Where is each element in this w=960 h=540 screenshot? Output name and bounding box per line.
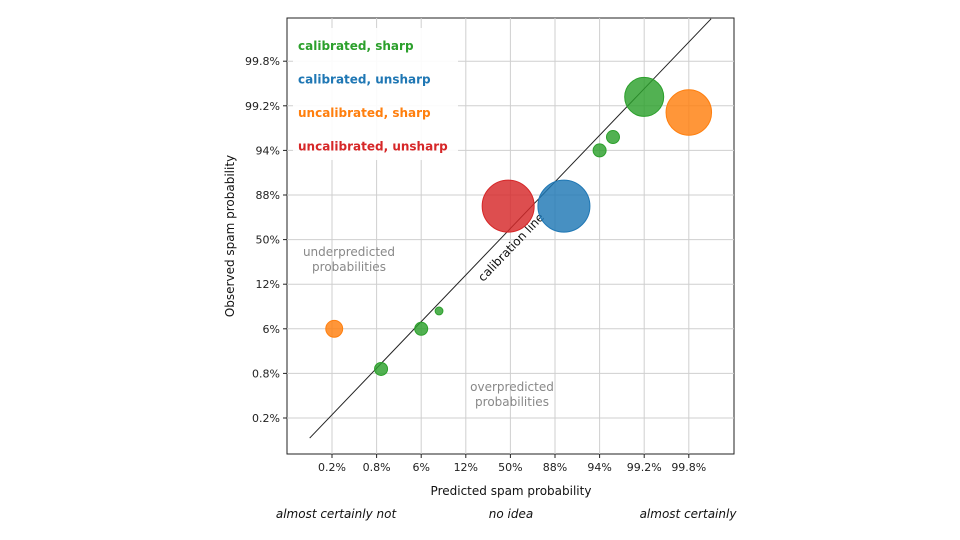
data-point [414,321,429,336]
x-tick-label: 6% [412,461,429,474]
x-axis-label: Predicted spam probability [431,484,592,498]
underpredicted-label: underpredicted [303,245,395,259]
legend: calibrated, sharp calibrated, unsharp unca… [293,28,458,160]
x-tick-label: 0.2% [318,461,346,474]
y-tick-label: 0.8% [252,367,280,380]
x-ticks: 0.2% 0.8% 6% 12% 50% 88% 94% 99.2% 99.8% [318,454,706,474]
data-point [434,306,444,316]
y-axis-label: Observed spam probability [223,155,237,317]
legend-item: uncalibrated, sharp [298,106,431,120]
x-tick-label: 12% [454,461,478,474]
y-tick-label: 50% [256,234,280,247]
x-tick-label: 99.2% [627,461,662,474]
legend-item: calibrated, unsharp [298,73,431,87]
legend-item: calibrated, sharp [298,39,414,53]
y-tick-label: 88% [256,189,280,202]
data-point [624,76,665,117]
y-tick-label: 12% [256,278,280,291]
data-point [325,319,344,338]
footer-right: almost certainly [640,507,738,521]
x-tick-label: 94% [587,461,611,474]
underpredicted-label-line2: probabilities [312,260,386,274]
x-tick-label: 0.8% [363,461,391,474]
legend-background [293,28,458,160]
x-tick-label: 50% [498,461,522,474]
data-point [374,361,389,376]
y-tick-label: 94% [256,144,280,157]
data-point [605,130,620,145]
data-point [592,143,607,158]
data-points [325,76,713,376]
y-tick-label: 99.8% [245,55,280,68]
data-point [481,179,535,233]
data-point [665,89,713,136]
x-tick-label: 88% [543,461,567,474]
footer-center: no idea [489,507,533,521]
overpredicted-label-line2: probabilities [475,395,549,409]
y-tick-label: 6% [263,323,280,336]
legend-item: uncalibrated, unsharp [298,140,448,154]
y-ticks: 0.2% 0.8% 6% 12% 50% 88% 94% 99.2% 99.8% [245,55,287,425]
y-tick-label: 99.2% [245,100,280,113]
footer-left: almost certainly not [276,507,398,521]
data-point [537,179,591,233]
y-tick-label: 0.2% [252,412,280,425]
overpredicted-label: overpredicted [470,380,554,394]
x-tick-label: 99.8% [671,461,706,474]
